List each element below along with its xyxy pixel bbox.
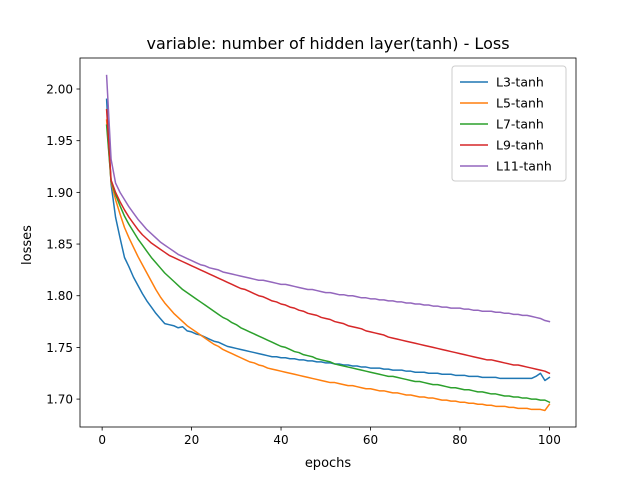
x-axis-label: epochs (305, 456, 352, 471)
series-line-l9-tanh (105, 108, 551, 375)
x-tick-label: 80 (452, 433, 467, 447)
legend-label-l11-tanh: L11-tanh (496, 159, 552, 174)
series-layer (105, 74, 551, 412)
axes-layer: 0 20 40 60 80 100 1.70 1.75 1.80 1.85 1.90 1.95 2.00 (46, 57, 577, 447)
y-tick-label: 1.80 (46, 289, 73, 303)
y-tick-label: 1.85 (46, 238, 73, 252)
chart-title: variable: number of hidden layer(tanh) -… (146, 34, 509, 53)
legend-label-l7-tanh: L7-tanh (496, 117, 544, 132)
y-tick-label: 1.75 (46, 341, 73, 355)
series-line-l5-tanh (105, 119, 551, 412)
y-tick-label: 1.95 (46, 134, 73, 148)
series-line-l3-tanh (105, 98, 551, 382)
y-tick-label: 1.70 (46, 393, 73, 407)
y-axis-label: losses (20, 225, 35, 265)
legend: L3-tanh L5-tanh L7-tanh L9-tanh L11-tanh (451, 65, 567, 182)
x-tick-label: 0 (98, 433, 106, 447)
plot-frame (79, 57, 577, 428)
y-tick-label: 2.00 (46, 83, 73, 97)
series-line-l11-tanh (105, 74, 551, 323)
legend-box (451, 65, 567, 182)
series-line-l7-tanh (105, 124, 551, 404)
y-tick-label: 1.90 (46, 186, 73, 200)
x-tick-label: 20 (184, 433, 199, 447)
legend-label-l9-tanh: L9-tanh (496, 138, 544, 153)
x-tick-label: 100 (538, 433, 561, 447)
legend-label-l5-tanh: L5-tanh (496, 96, 544, 111)
legend-label-l3-tanh: L3-tanh (496, 75, 544, 90)
x-tick-label: 60 (363, 433, 378, 447)
x-tick-label: 40 (273, 433, 288, 447)
